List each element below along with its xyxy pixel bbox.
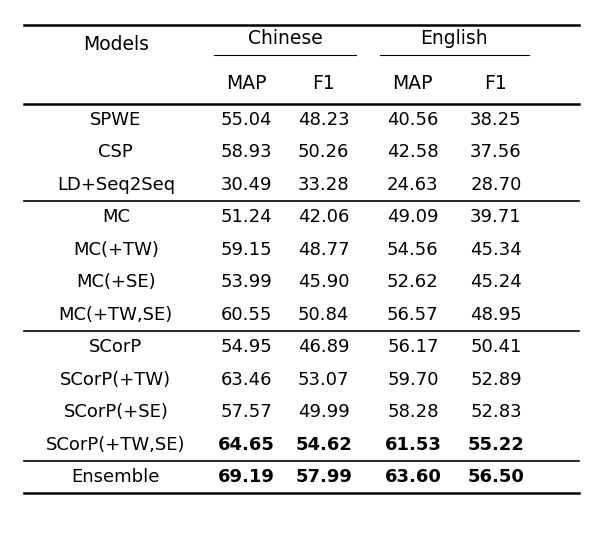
Text: 46.89: 46.89 (298, 338, 349, 356)
Text: SCorP(+SE): SCorP(+SE) (64, 403, 168, 421)
Text: 40.56: 40.56 (387, 111, 438, 129)
Text: 38.25: 38.25 (470, 111, 522, 129)
Text: MC: MC (102, 208, 130, 226)
Text: 53.99: 53.99 (220, 273, 273, 291)
Text: 58.28: 58.28 (387, 403, 438, 421)
Text: F1: F1 (312, 74, 335, 93)
Text: 24.63: 24.63 (387, 176, 438, 194)
Text: SPWE: SPWE (90, 111, 141, 129)
Text: MC(+TW,SE): MC(+TW,SE) (59, 306, 173, 324)
Text: 53.07: 53.07 (298, 371, 349, 389)
Text: CSP: CSP (99, 143, 133, 161)
Text: F1: F1 (485, 74, 507, 93)
Text: 30.49: 30.49 (221, 176, 272, 194)
Text: SCorP(+TW,SE): SCorP(+TW,SE) (46, 436, 185, 454)
Text: 45.24: 45.24 (470, 273, 522, 291)
Text: 61.53: 61.53 (384, 436, 441, 454)
Text: 57.57: 57.57 (220, 403, 273, 421)
Text: Chinese: Chinese (248, 29, 323, 48)
Text: 52.62: 52.62 (387, 273, 438, 291)
Text: 28.70: 28.70 (470, 176, 522, 194)
Text: 56.17: 56.17 (387, 338, 438, 356)
Text: Ensemble: Ensemble (72, 468, 160, 486)
Text: 50.41: 50.41 (470, 338, 522, 356)
Text: 58.93: 58.93 (221, 143, 272, 161)
Text: MAP: MAP (393, 74, 433, 93)
Text: English: English (421, 29, 488, 48)
Text: 50.26: 50.26 (298, 143, 349, 161)
Text: 55.22: 55.22 (467, 436, 525, 454)
Text: 56.50: 56.50 (467, 468, 525, 486)
Text: SCorP(+TW): SCorP(+TW) (60, 371, 172, 389)
Text: 48.77: 48.77 (298, 241, 349, 259)
Text: SCorP: SCorP (89, 338, 143, 356)
Text: 48.95: 48.95 (470, 306, 522, 324)
Text: 48.23: 48.23 (298, 111, 349, 129)
Text: 52.83: 52.83 (470, 403, 522, 421)
Text: 54.95: 54.95 (220, 338, 273, 356)
Text: 55.04: 55.04 (221, 111, 272, 129)
Text: 50.84: 50.84 (298, 306, 349, 324)
Text: 69.19: 69.19 (218, 468, 275, 486)
Text: 54.56: 54.56 (387, 241, 438, 259)
Text: MC(+TW): MC(+TW) (73, 241, 159, 259)
Text: 39.71: 39.71 (470, 208, 522, 226)
Text: 57.99: 57.99 (295, 468, 352, 486)
Text: Models: Models (83, 35, 149, 54)
Text: 33.28: 33.28 (298, 176, 349, 194)
Text: 52.89: 52.89 (470, 371, 522, 389)
Text: 45.90: 45.90 (298, 273, 349, 291)
Text: 49.99: 49.99 (298, 403, 350, 421)
Text: 42.58: 42.58 (387, 143, 438, 161)
Text: 49.09: 49.09 (387, 208, 438, 226)
Text: 37.56: 37.56 (470, 143, 522, 161)
Text: 42.06: 42.06 (298, 208, 349, 226)
Text: MC(+SE): MC(+SE) (76, 273, 156, 291)
Text: 54.62: 54.62 (295, 436, 352, 454)
Text: MAP: MAP (226, 74, 267, 93)
Text: 51.24: 51.24 (221, 208, 272, 226)
Text: 64.65: 64.65 (218, 436, 275, 454)
Text: 59.70: 59.70 (387, 371, 438, 389)
Text: 59.15: 59.15 (221, 241, 272, 259)
Text: 60.55: 60.55 (221, 306, 272, 324)
Text: 56.57: 56.57 (387, 306, 438, 324)
Text: 63.60: 63.60 (384, 468, 441, 486)
Text: LD+Seq2Seq: LD+Seq2Seq (57, 176, 175, 194)
Text: 45.34: 45.34 (470, 241, 522, 259)
Text: 63.46: 63.46 (221, 371, 272, 389)
